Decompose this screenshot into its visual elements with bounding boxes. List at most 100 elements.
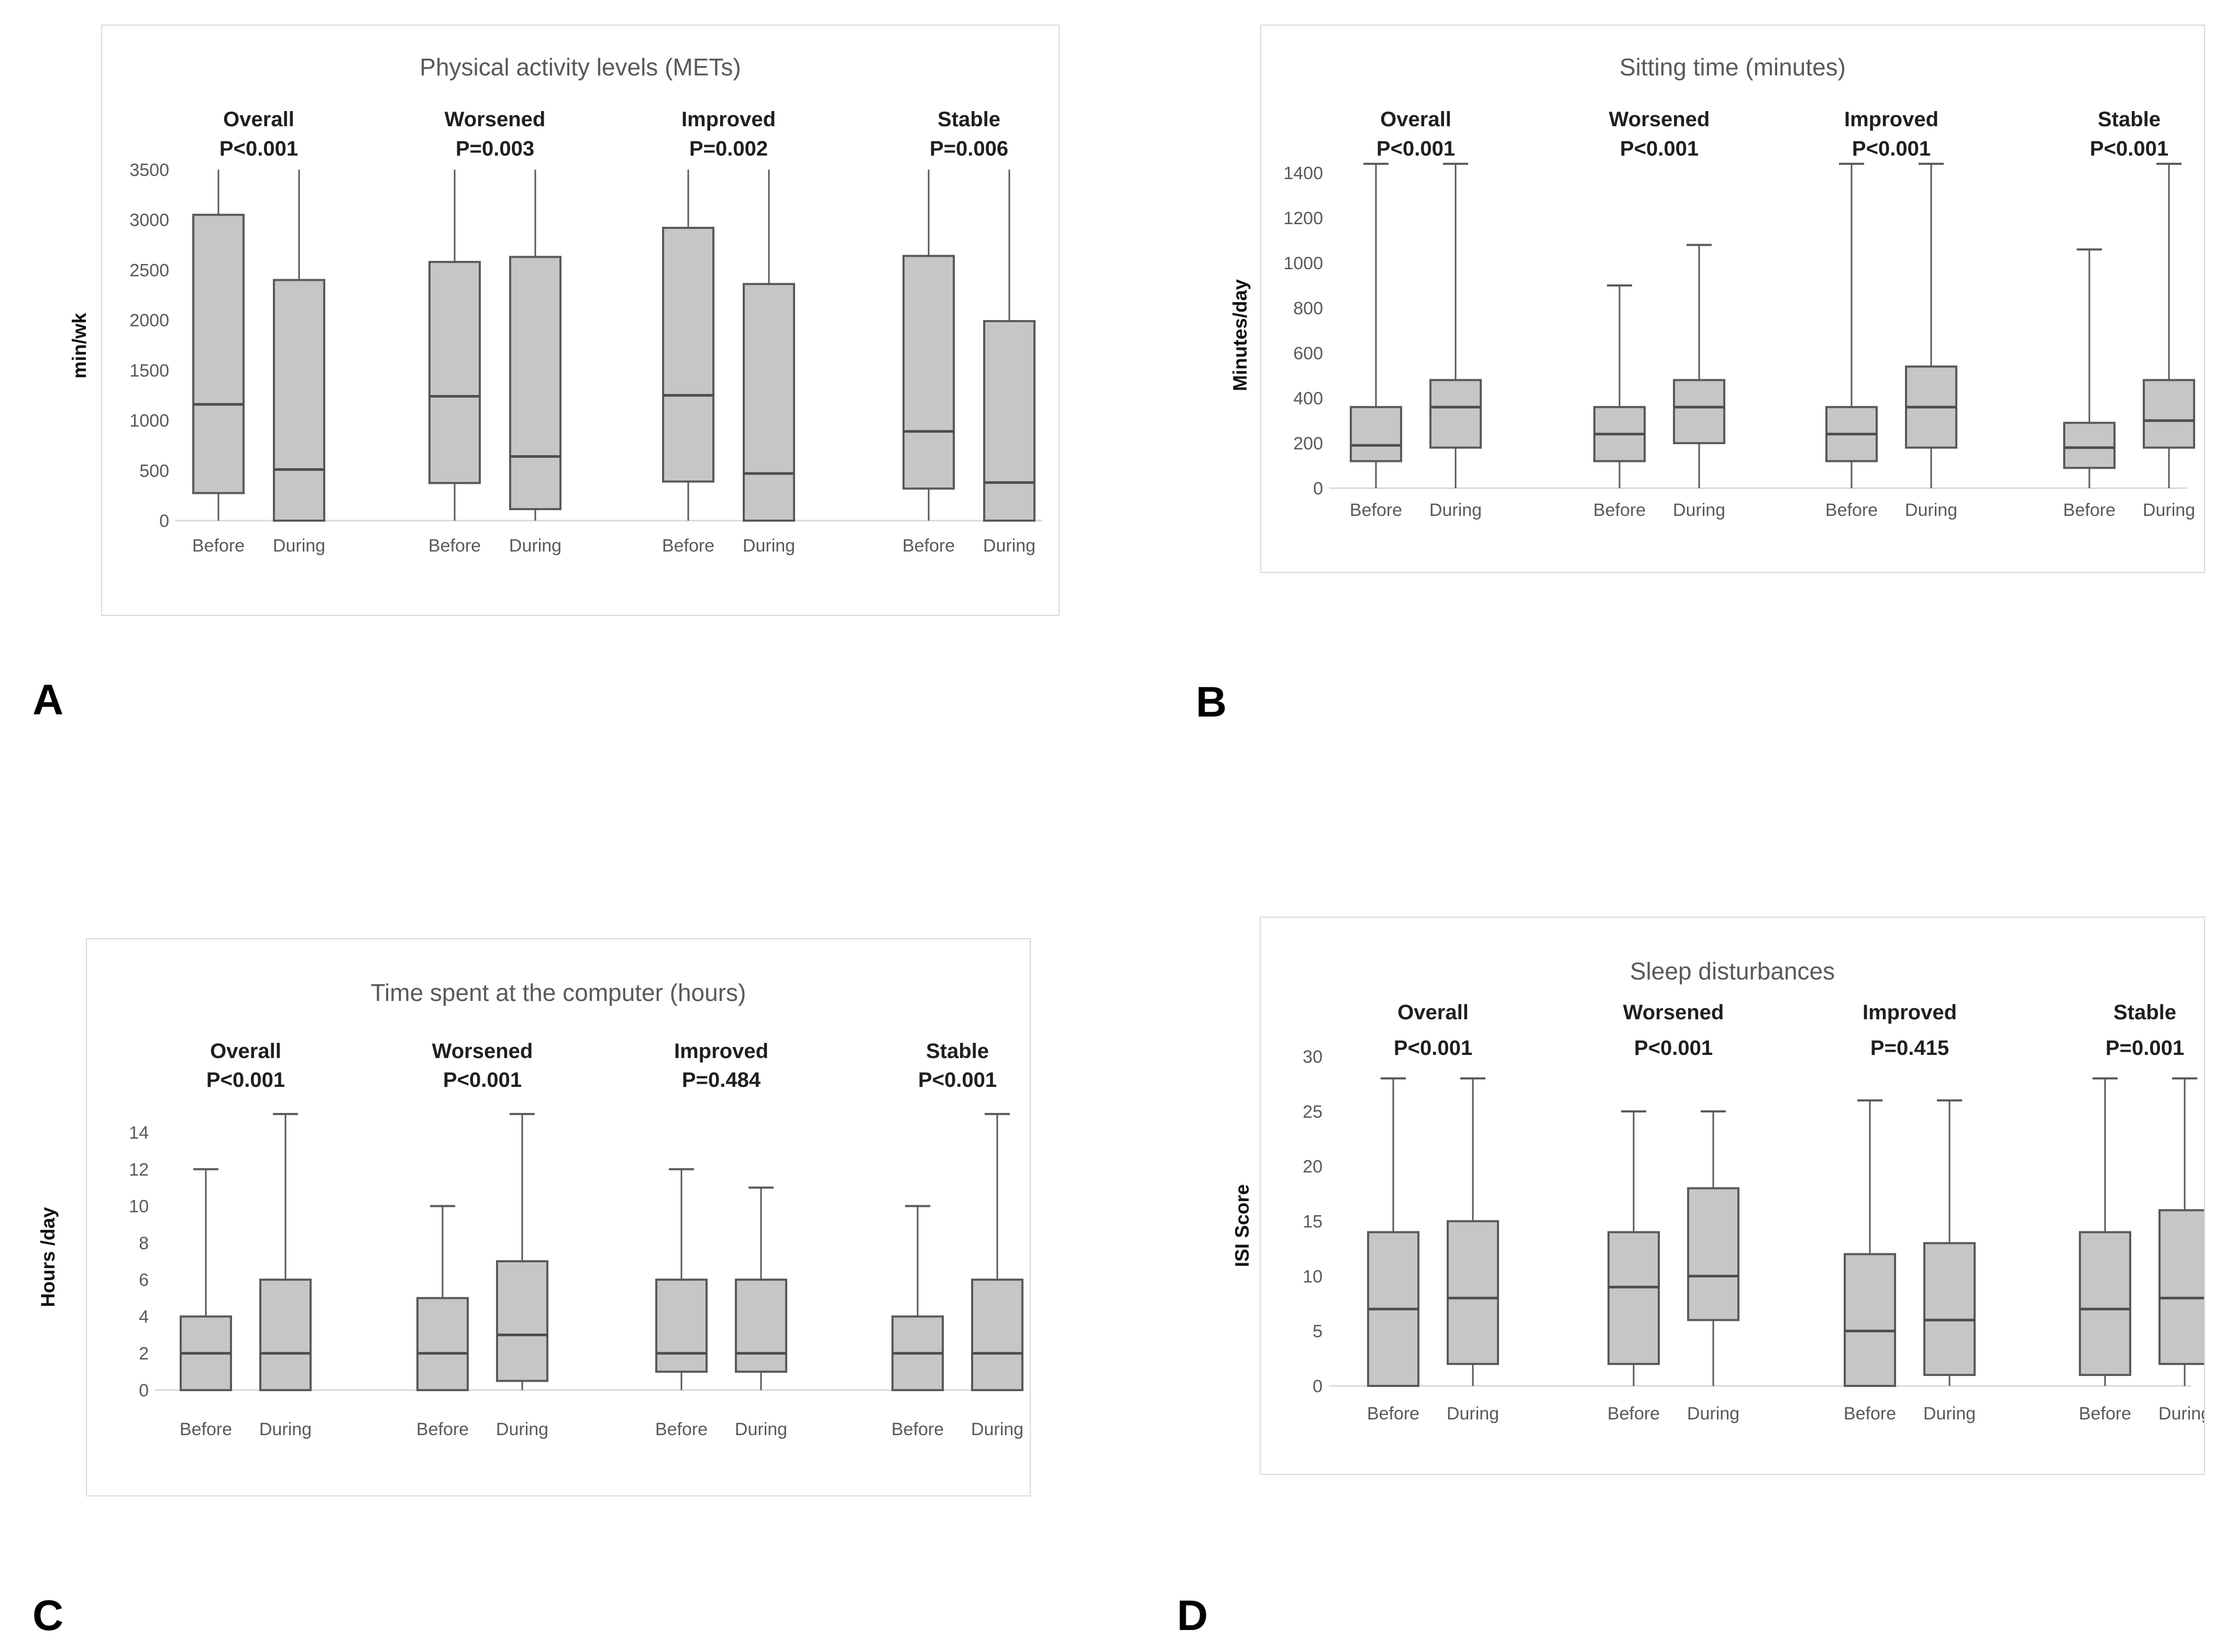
category-label: During: [1687, 1404, 1739, 1424]
y-tick-label: 15: [1303, 1212, 1323, 1232]
category-label: Before: [891, 1419, 944, 1439]
category-label: During: [983, 536, 1036, 556]
y-axis-label-isi-score: ISI Score: [1231, 1184, 1253, 1268]
p-value-label: P<0.001: [206, 1069, 285, 1092]
category-label: Before: [1607, 1404, 1660, 1424]
p-value-label: P=0.415: [1870, 1037, 1949, 1060]
category-label: During: [496, 1419, 548, 1439]
p-value-label: P<0.001: [918, 1069, 997, 1092]
panel-letter-c: C: [32, 1592, 64, 1639]
category-label: Before: [1350, 500, 1402, 520]
chart-title: Sitting time (minutes): [1620, 53, 1846, 81]
category-label: Before: [1367, 1404, 1419, 1424]
p-value-label: P<0.001: [1394, 1037, 1472, 1060]
box-worsened-during: [1687, 1110, 1739, 1386]
group-label: Worsened: [445, 108, 546, 131]
category-label: Before: [662, 536, 714, 556]
y-tick-label: 10: [129, 1197, 149, 1217]
group-label: Overall: [210, 1040, 281, 1063]
box-improved-during: [1905, 162, 1957, 488]
group-label: Improved: [674, 1040, 768, 1063]
box-worsened-before: [428, 170, 481, 521]
p-value-label: P<0.001: [443, 1069, 522, 1092]
box-worsened-during: [1673, 244, 1725, 488]
y-tick-label: 30: [1303, 1047, 1323, 1067]
panel-sitting-time: Sitting time (minutes) 0 200 400 600 800 1000 1…: [1260, 25, 2205, 573]
box-improved-before: [1825, 162, 1878, 488]
y-tick-label: 1000: [129, 411, 169, 431]
category-label: During: [1923, 1404, 1976, 1424]
boxplot-svg-sitting-time: Sitting time (minutes) 0 200 400 600 800 1000 1…: [1283, 53, 2195, 520]
y-tick-label: 2500: [129, 260, 169, 280]
category-label: Before: [2063, 500, 2116, 520]
category-label: During: [259, 1419, 312, 1439]
p-value-label: P=0.484: [682, 1069, 761, 1092]
box-improved-before: [662, 170, 714, 521]
category-label: During: [1905, 500, 1957, 520]
p-value-label: P=0.001: [2106, 1037, 2184, 1060]
box-worsened-before: [416, 1205, 469, 1391]
box-overall-before: [192, 170, 245, 521]
y-tick-label: 1000: [1283, 254, 1323, 273]
panel-letter-d: D: [1177, 1592, 1208, 1639]
group-label: Improved: [1863, 1001, 1957, 1024]
chart-title: Sleep disturbances: [1630, 957, 1835, 985]
p-value-label: P<0.001: [1634, 1037, 1713, 1060]
y-tick-label: 1200: [1283, 208, 1323, 228]
y-tick-label: 800: [1293, 299, 1323, 318]
category-label: During: [1447, 1404, 1499, 1424]
p-value-label: P<0.001: [1376, 137, 1455, 160]
y-tick-label: 2000: [129, 311, 169, 331]
p-value-label: P=0.006: [930, 137, 1008, 160]
category-label: During: [273, 536, 325, 556]
y-tick-label: 5: [1313, 1321, 1323, 1341]
box-improved-during: [735, 1186, 787, 1390]
y-tick-label: 10: [1303, 1266, 1323, 1286]
box-stable-before: [902, 170, 955, 521]
category-label: Before: [1825, 500, 1878, 520]
y-tick-label: 3500: [129, 160, 169, 180]
p-value-label: P=0.003: [456, 137, 534, 160]
group-label: Worsened: [432, 1040, 533, 1063]
box-overall-during: [273, 170, 325, 522]
panel-physical-activity: Physical activity levels (METs) 0 500 1000 1…: [101, 25, 1060, 616]
box-stable-before: [2079, 1077, 2131, 1386]
group-label: Worsened: [1623, 1001, 1724, 1024]
y-tick-label: 6: [139, 1270, 149, 1290]
box-overall-before: [1350, 162, 1402, 488]
y-axis-label-min-wk: min/wk: [69, 313, 90, 379]
category-label: During: [971, 1419, 1023, 1439]
group-label: Worsened: [1609, 108, 1710, 131]
p-value-label: P<0.001: [1620, 137, 1699, 160]
chart-title: Time spent at the computer (hours): [371, 979, 746, 1006]
y-axis-label-minutes-day: Minutes/day: [1229, 279, 1251, 391]
box-overall-before: [1367, 1077, 1419, 1387]
category-label: Before: [192, 536, 245, 556]
box-improved-before: [1844, 1099, 1896, 1387]
y-tick-label: 2: [139, 1344, 149, 1364]
y-tick-label: 500: [139, 461, 169, 481]
box-improved-during: [743, 170, 795, 522]
box-stable-before: [891, 1205, 944, 1392]
panel-sleep-disturbances: Sleep disturbances 0 5 10 15 20 25 30 Overall P<0…: [1260, 917, 2205, 1475]
box-improved-during: [1923, 1099, 1976, 1386]
box-stable-during: [2158, 1077, 2204, 1386]
group-label: Stable: [2098, 108, 2161, 131]
y-tick-label: 25: [1303, 1102, 1323, 1122]
y-tick-label: 14: [129, 1123, 149, 1143]
y-tick-label: 8: [139, 1234, 149, 1253]
y-tick-label: 20: [1303, 1157, 1323, 1177]
box-stable-before: [2063, 248, 2116, 488]
category-label: Before: [180, 1419, 232, 1439]
group-label: Overall: [1397, 1001, 1469, 1024]
box-stable-during: [983, 170, 1036, 522]
boxplot-svg-sleep-disturbances: Sleep disturbances 0 5 10 15 20 25 30 Overall P<0…: [1303, 957, 2204, 1424]
box-worsened-before: [1593, 284, 1646, 488]
y-tick-label: 200: [1293, 434, 1323, 454]
panel-letter-b: B: [1196, 678, 1227, 726]
category-label: During: [2143, 500, 2195, 520]
category-label: Before: [2079, 1404, 2131, 1424]
boxplot-svg-physical-activity: Physical activity levels (METs) 0 500 1000 1…: [129, 53, 1042, 556]
p-value-label: P<0.001: [2090, 137, 2168, 160]
